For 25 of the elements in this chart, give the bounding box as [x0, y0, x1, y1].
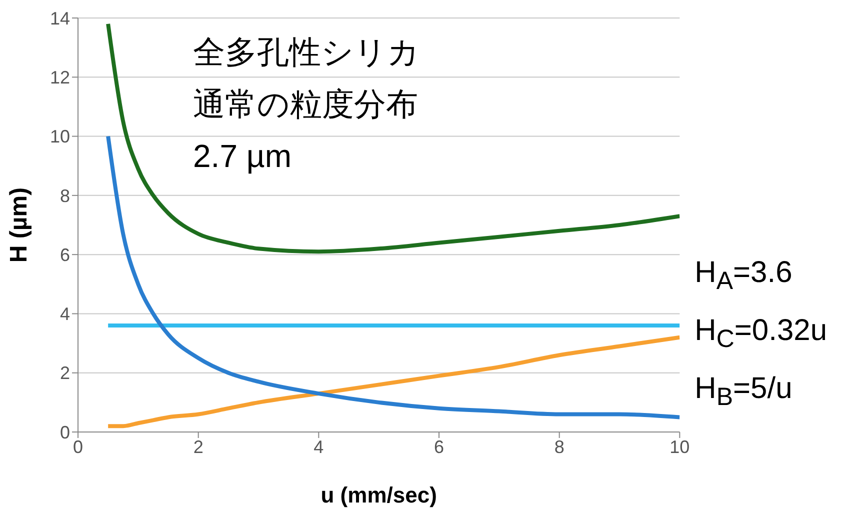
- series-label: H$_{A}$=3.6: [694, 256, 792, 295]
- y-tick-label: 6: [60, 244, 70, 265]
- y-tick-label: 8: [60, 186, 70, 206]
- line-series: [106, 134, 680, 420]
- x-tick-label: 4: [314, 436, 324, 457]
- y-tick-label: 14: [50, 8, 70, 28]
- x-tick-label: 8: [554, 436, 564, 457]
- y-tick-label: 0: [60, 422, 70, 442]
- x-tick-label: 6: [434, 436, 444, 457]
- series-label: H$_{B}$=5/u: [694, 372, 792, 411]
- annotation: 全多孔性シリカ: [193, 34, 420, 70]
- y-axis-title: H (µm): [6, 187, 33, 263]
- annotation: 2.7 µm: [193, 138, 292, 174]
- x-axis-title: u (mm/sec): [320, 482, 437, 508]
- y-tick-label: 10: [50, 126, 70, 147]
- x-tick-label: 2: [193, 436, 204, 457]
- line-series: [106, 335, 680, 428]
- y-tick-label: 12: [50, 68, 70, 88]
- y-tick-label: 4: [60, 304, 70, 324]
- series-label: H$_{C}$=0.32u: [694, 314, 827, 353]
- y-tick-label: 2: [60, 363, 70, 384]
- x-tick-label: 10: [670, 436, 690, 457]
- line-series: [106, 22, 680, 254]
- x-tick-label: 0: [72, 436, 84, 457]
- annotation: 通常の粒度分布: [193, 86, 418, 122]
